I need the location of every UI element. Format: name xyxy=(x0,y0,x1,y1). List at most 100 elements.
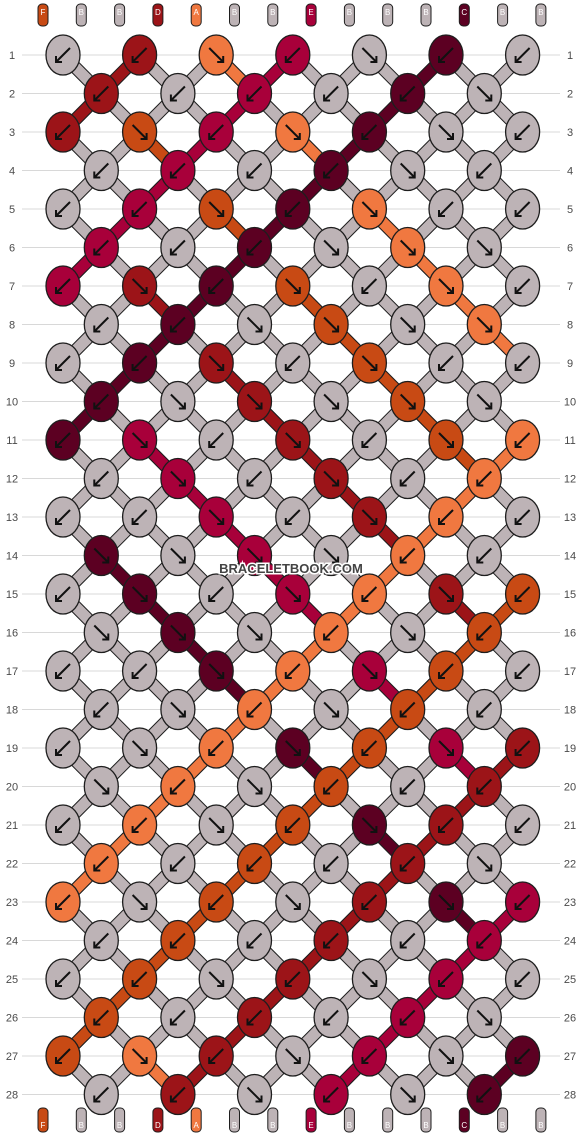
arrow-head xyxy=(93,248,101,256)
arrow-head xyxy=(246,94,254,102)
arrow-down-right-icon xyxy=(399,624,416,641)
arrow-head xyxy=(178,633,186,641)
arrow-head xyxy=(102,556,110,564)
arrow-down-right-icon xyxy=(476,1009,493,1026)
arrow-down-right-icon xyxy=(131,432,148,448)
arrow-head xyxy=(55,518,62,525)
row-number-right: 13 xyxy=(564,512,576,524)
arrow-down-right-icon xyxy=(131,124,148,140)
row-number-left: 15 xyxy=(6,589,18,601)
arrow-head xyxy=(246,1018,254,1026)
arrow-head xyxy=(284,980,292,987)
row-number-right: 22 xyxy=(564,859,576,871)
arrow-head xyxy=(438,826,445,833)
arrow-head xyxy=(476,479,484,487)
row-number-left: 12 xyxy=(6,474,18,486)
row-number-right: 5 xyxy=(567,204,573,216)
arrow-down-left-icon xyxy=(170,932,186,949)
row-number-right: 12 xyxy=(564,474,576,486)
arrow-head xyxy=(485,94,493,102)
arrow-head xyxy=(93,479,101,487)
arrow-down-left-icon xyxy=(93,1009,110,1026)
arrow-head xyxy=(361,749,369,756)
row-number-right: 25 xyxy=(564,974,576,986)
row-number-right: 8 xyxy=(567,320,573,332)
arrow-head xyxy=(131,210,139,217)
strand-end-top xyxy=(152,3,164,27)
arrow-head xyxy=(447,287,454,294)
row-number-left: 5 xyxy=(9,204,15,216)
arrow-head xyxy=(208,595,216,602)
arrow-down-right-icon xyxy=(361,201,378,217)
row-number-left: 14 xyxy=(6,551,18,563)
watermark-text: BRACELETBOOK.COM xyxy=(219,561,363,576)
strand-label-top: B xyxy=(385,8,390,17)
arrow-down-right-icon xyxy=(285,740,301,756)
arrow-down-left-icon xyxy=(514,355,531,371)
arrow-head xyxy=(93,94,101,102)
arrow-down-left-icon xyxy=(131,663,148,679)
strand-end-bottom xyxy=(305,1107,317,1133)
arrow-down-right-icon xyxy=(170,470,186,487)
arrow-head xyxy=(55,749,62,756)
row-number-left: 23 xyxy=(6,897,18,909)
arrow-down-left-icon xyxy=(55,47,71,63)
strand-end-top xyxy=(497,3,509,27)
arrow-head xyxy=(140,1057,148,1064)
arrow-head xyxy=(217,56,225,63)
strand-end-bottom xyxy=(497,1107,509,1133)
arrow-down-right-icon xyxy=(208,663,224,679)
arrow-head xyxy=(102,633,110,641)
arrow-down-right-icon xyxy=(208,47,224,63)
row-number-left: 1 xyxy=(9,50,15,62)
arrow-down-left-icon xyxy=(476,701,493,718)
arrow-down-right-icon xyxy=(93,624,110,641)
arrow-down-left-icon xyxy=(131,47,148,63)
arrow-down-left-icon xyxy=(246,162,263,179)
arrow-down-right-icon xyxy=(246,1086,263,1103)
arrow-down-left-icon xyxy=(323,1086,339,1103)
row-number-left: 7 xyxy=(9,281,15,293)
arrow-down-right-icon xyxy=(361,663,378,679)
arrow-down-left-icon xyxy=(93,239,110,256)
row-number-right: 27 xyxy=(564,1051,576,1063)
row-number-right: 11 xyxy=(564,435,575,447)
arrow-down-left-icon xyxy=(514,740,531,756)
arrow-down-right-icon xyxy=(361,509,378,525)
arrow-down-left-icon xyxy=(285,509,301,525)
row-number-left: 20 xyxy=(6,782,18,794)
arrow-head xyxy=(93,402,101,410)
arrow-down-right-icon xyxy=(476,239,493,256)
strand-label-top: D xyxy=(155,8,161,17)
arrow-head xyxy=(514,903,522,910)
arrow-head xyxy=(447,903,454,910)
arrow-down-left-icon xyxy=(514,894,531,910)
arrow-down-right-icon xyxy=(323,316,339,333)
arrow-head xyxy=(246,248,254,256)
arrow-head xyxy=(140,287,148,294)
arrow-down-left-icon xyxy=(514,278,531,294)
arrow-head xyxy=(485,402,493,410)
arrow-head xyxy=(332,248,340,256)
arrow-head xyxy=(293,1057,301,1064)
row-number-left: 26 xyxy=(6,1013,18,1025)
arrow-down-left-icon xyxy=(323,624,339,641)
arrow-down-right-icon xyxy=(361,355,378,371)
strand-label-top: B xyxy=(117,8,122,17)
arrow-down-right-icon xyxy=(438,1048,454,1064)
row-number-left: 28 xyxy=(6,1090,18,1102)
arrow-down-left-icon xyxy=(361,586,378,602)
arrow-down-left-icon xyxy=(285,817,301,833)
arrow-head xyxy=(55,672,62,679)
arrow-down-left-icon xyxy=(323,85,339,102)
arrow-head xyxy=(323,633,331,641)
arrow-down-right-icon xyxy=(438,432,454,448)
row-number-left: 21 xyxy=(6,820,18,832)
arrow-head xyxy=(447,749,454,756)
arrow-head xyxy=(408,171,416,179)
arrow-head xyxy=(140,133,148,140)
arrow-down-left-icon xyxy=(170,239,186,256)
arrow-head xyxy=(140,595,148,602)
arrow-head xyxy=(255,556,263,564)
